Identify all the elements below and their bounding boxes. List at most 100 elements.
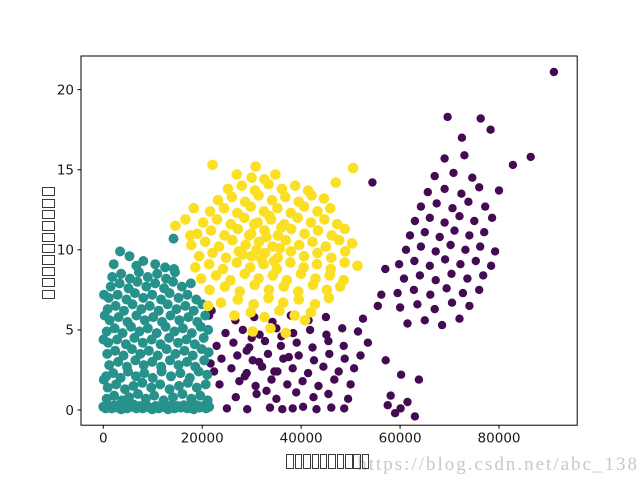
data-point-cluster-teal — [156, 361, 167, 372]
data-point-cluster-purple — [431, 276, 440, 285]
data-point-cluster-teal — [117, 328, 128, 339]
data-point-cluster-yellow — [281, 274, 293, 286]
data-point-cluster-yellow — [305, 307, 317, 318]
data-point-cluster-teal — [124, 392, 134, 403]
data-point-cluster-teal — [161, 273, 172, 284]
data-point-cluster-purple — [442, 284, 451, 293]
data-point-cluster-purple — [494, 186, 504, 195]
data-point-cluster-yellow — [289, 310, 301, 321]
data-point-cluster-purple — [383, 401, 392, 410]
data-point-cluster-purple — [420, 228, 429, 237]
data-point-cluster-purple — [399, 274, 409, 283]
data-point-cluster-purple — [343, 394, 353, 403]
data-point-cluster-yellow — [250, 161, 261, 172]
missing-glyph-box — [336, 454, 345, 469]
missing-glyph-box — [345, 454, 353, 469]
data-point-cluster-purple — [440, 154, 449, 163]
data-point-cluster-teal — [189, 339, 200, 350]
data-point-cluster-teal — [169, 326, 180, 337]
data-point-cluster-purple — [396, 370, 406, 379]
data-point-cluster-purple — [508, 160, 518, 170]
data-point-cluster-purple — [440, 184, 449, 194]
data-point-cluster-purple — [288, 364, 297, 373]
data-point-cluster-purple — [455, 212, 464, 221]
data-point-cluster-teal — [173, 292, 184, 303]
data-point-cluster-yellow — [197, 217, 209, 228]
data-point-cluster-yellow — [229, 310, 240, 321]
data-point-cluster-purple — [353, 327, 363, 336]
data-point-cluster-teal — [190, 361, 201, 372]
data-point-cluster-yellow — [213, 241, 225, 252]
data-point-cluster-purple — [455, 314, 464, 323]
missing-glyph-box — [328, 454, 336, 469]
data-point-cluster-yellow — [276, 183, 288, 195]
y-axis-label — [42, 185, 55, 301]
data-point-cluster-teal — [101, 326, 112, 337]
data-point-cluster-teal — [152, 268, 163, 279]
data-point-cluster-yellow — [195, 273, 207, 284]
data-point-cluster-yellow — [232, 294, 244, 305]
data-point-cluster-yellow — [274, 242, 286, 254]
data-point-cluster-purple — [413, 300, 422, 309]
data-point-cluster-purple — [465, 231, 474, 240]
data-point-cluster-teal — [105, 281, 116, 292]
data-point-cluster-purple — [431, 247, 440, 256]
data-point-cluster-teal — [157, 316, 168, 327]
data-point-cluster-purple — [229, 338, 238, 347]
axes-spines — [80, 55, 578, 426]
data-point-cluster-purple — [356, 351, 365, 360]
data-point-cluster-teal — [176, 281, 187, 292]
data-point-cluster-teal — [102, 382, 113, 393]
data-point-cluster-yellow — [212, 194, 224, 206]
data-point-cluster-purple — [294, 351, 303, 360]
data-point-cluster-purple — [251, 381, 260, 391]
data-point-cluster-purple — [254, 357, 264, 367]
data-point-cluster-yellow — [218, 202, 230, 214]
data-point-cluster-teal — [179, 345, 190, 356]
missing-glyph-box — [303, 454, 311, 469]
data-point-cluster-yellow — [278, 297, 289, 309]
data-point-cluster-teal — [181, 356, 192, 367]
data-point-cluster-purple — [298, 377, 307, 386]
data-point-cluster-purple — [308, 343, 317, 352]
x-tick-label: 60000 — [379, 431, 422, 447]
data-point-cluster-yellow — [248, 299, 259, 310]
data-point-cluster-yellow — [239, 196, 251, 208]
data-point-cluster-yellow — [204, 206, 216, 217]
data-point-cluster-yellow — [298, 250, 310, 262]
data-point-cluster-yellow — [225, 218, 237, 230]
data-point-cluster-purple — [423, 187, 432, 197]
data-point-cluster-teal — [158, 395, 169, 406]
data-point-cluster-yellow — [346, 238, 358, 249]
data-point-cluster-teal — [177, 323, 188, 334]
missing-glyph-box — [353, 454, 361, 469]
data-point-cluster-yellow — [292, 286, 304, 297]
data-point-cluster-yellow — [219, 230, 230, 241]
data-point-cluster-teal — [98, 334, 109, 345]
data-point-cluster-purple — [435, 232, 444, 242]
data-point-cluster-yellow — [265, 323, 276, 334]
data-point-cluster-yellow — [285, 207, 297, 219]
x-tick-label: 0 — [99, 431, 108, 447]
missing-glyph-box — [42, 244, 55, 254]
data-point-cluster-purple — [334, 367, 343, 376]
data-point-cluster-purple — [248, 356, 257, 365]
data-point-cluster-purple — [430, 304, 439, 314]
data-point-cluster-teal — [99, 310, 110, 321]
data-point-cluster-yellow — [263, 292, 274, 304]
data-point-cluster-purple — [450, 226, 459, 235]
data-point-cluster-purple — [457, 133, 467, 142]
data-point-cluster-teal — [121, 294, 132, 305]
data-point-cluster-purple — [475, 285, 484, 295]
data-point-cluster-purple — [324, 389, 333, 399]
x-tick-label: 20000 — [181, 431, 224, 447]
data-point-cluster-teal — [115, 372, 126, 383]
data-point-cluster-teal — [160, 262, 171, 273]
data-point-cluster-teal — [202, 369, 213, 380]
data-point-cluster-purple — [416, 202, 426, 211]
missing-glyph-box — [286, 454, 294, 469]
data-point-cluster-teal — [138, 292, 149, 303]
data-point-cluster-teal — [152, 350, 163, 361]
data-point-cluster-yellow — [299, 315, 311, 326]
